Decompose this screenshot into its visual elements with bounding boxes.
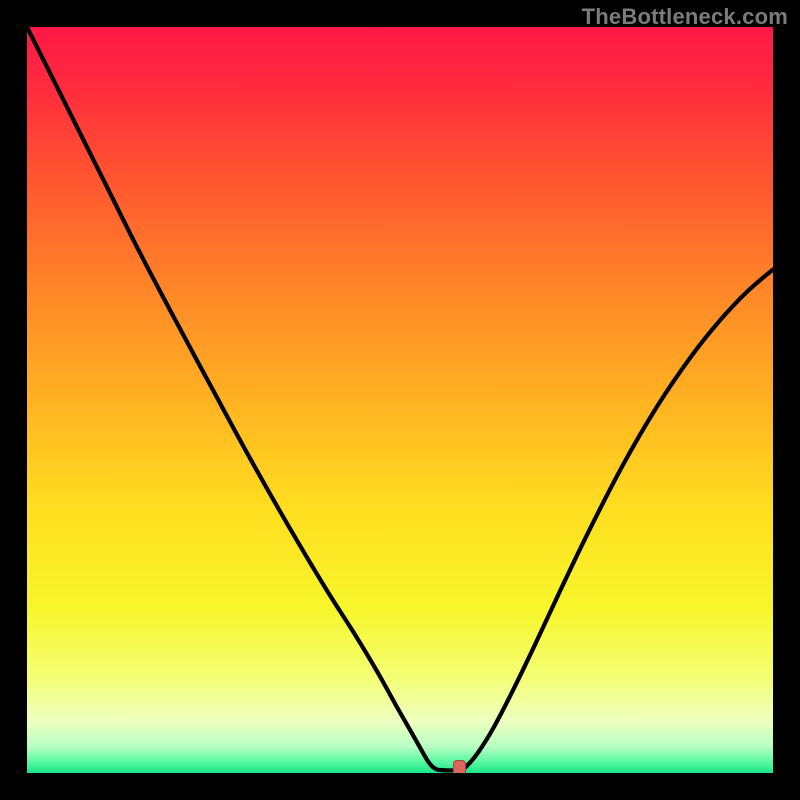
optimal-marker (453, 760, 466, 773)
watermark-text: TheBottleneck.com (582, 4, 788, 30)
curve-path (27, 27, 773, 770)
bottleneck-curve (27, 27, 773, 773)
chart-stage: TheBottleneck.com (0, 0, 800, 800)
plot-area (27, 27, 773, 773)
